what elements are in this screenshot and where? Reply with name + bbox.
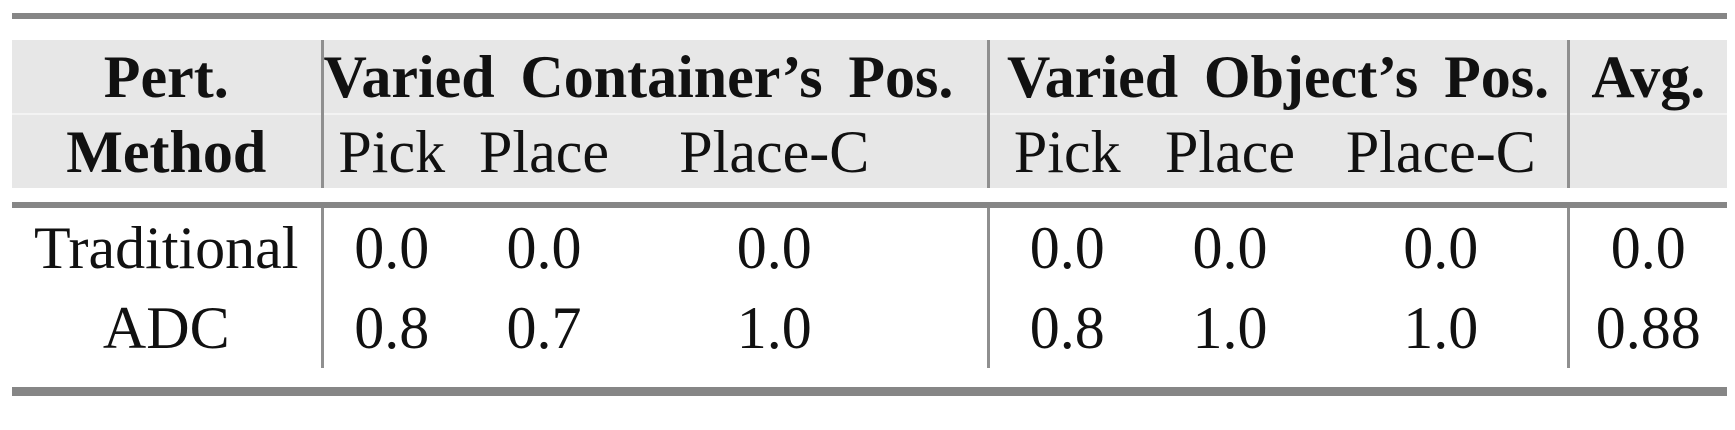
subheader-container-pick: Pick <box>320 113 460 188</box>
cell-object-pick: 0.0 <box>986 208 1145 288</box>
header-row-groups: Pert. Varied Container’s Pos. Varied Obj… <box>12 40 1728 114</box>
cell-object-place: 0.0 <box>1192 215 1268 281</box>
cell-container-placec: 1.0 <box>736 295 812 361</box>
cell-avg: 0.0 <box>1566 208 1727 288</box>
cell-method: ADC <box>102 295 230 361</box>
subheader-object-placec: Place-C <box>1315 113 1569 188</box>
subheader-object-place: Place <box>1145 113 1316 188</box>
header-group-container: Varied Container’s Pos. <box>320 40 989 114</box>
results-table-header: Pert. Varied Container’s Pos. Varied Obj… <box>12 40 1728 188</box>
subheader-avg-empty <box>1566 113 1728 188</box>
cell-container-place: 0.7 <box>506 295 582 361</box>
mid-rule <box>12 202 1727 208</box>
subheader-object-pick: Pick <box>986 113 1146 188</box>
top-rule <box>12 13 1727 19</box>
header-method: Method <box>12 113 322 188</box>
cell-object-place: 1.0 <box>1192 295 1268 361</box>
cell-method: Traditional <box>34 215 299 281</box>
data-row-adc: ADC 0.8 0.7 1.0 0.8 1.0 1.0 0.88 <box>12 288 1727 368</box>
cell-container-placec: 0.0 <box>736 215 812 281</box>
data-row-traditional: Traditional 0.0 0.0 0.0 0.0 0.0 0.0 0.0 <box>12 208 1727 288</box>
results-table-body: Traditional 0.0 0.0 0.0 0.0 0.0 0.0 0.0 … <box>12 208 1727 368</box>
subheader-container-place: Place <box>460 113 628 188</box>
subheader-container-placec: Place-C <box>628 113 989 188</box>
cell-object-placec: 1.0 <box>1403 295 1479 361</box>
cell-avg: 0.88 <box>1566 288 1727 368</box>
cell-container-place: 0.0 <box>506 215 582 281</box>
cell-container-pick: 0.0 <box>320 208 460 288</box>
cell-object-placec: 0.0 <box>1403 215 1479 281</box>
cell-object-pick: 0.8 <box>986 288 1145 368</box>
header-pert: Pert. <box>103 43 229 110</box>
header-group-object: Varied Object’s Pos. <box>986 40 1569 114</box>
cell-container-pick: 0.8 <box>320 288 460 368</box>
header-row-sub: Method Pick Place Place-C Pick Place Pla… <box>12 113 1728 188</box>
bottom-rule <box>12 387 1727 396</box>
header-avg: Avg. <box>1566 40 1728 114</box>
